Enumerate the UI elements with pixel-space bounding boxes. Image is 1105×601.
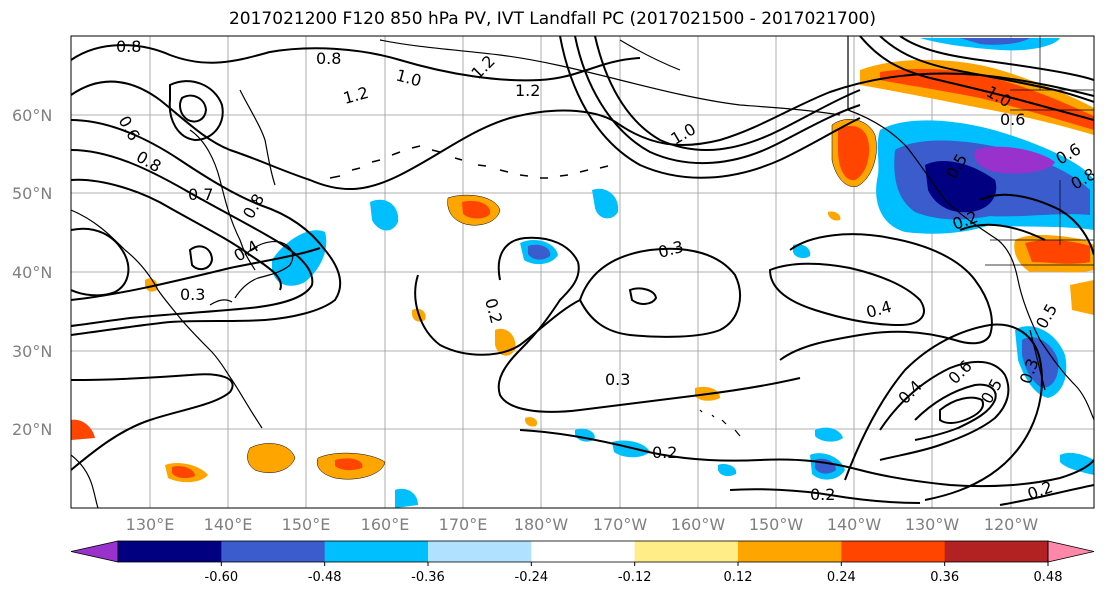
contour-label: 0.7 xyxy=(188,185,213,204)
colorbar-extend-min xyxy=(70,540,119,563)
lat-label-40n: 40°N xyxy=(12,263,52,282)
lon-label-140e: 140°E xyxy=(204,515,253,534)
colorbar-tick-label: 0.24 xyxy=(827,570,856,585)
colorbar-extend-max xyxy=(1047,540,1095,563)
lon-label-170e: 170°E xyxy=(439,515,488,534)
contour-label: 1.2 xyxy=(515,81,540,100)
colorbar-tick-label: -0.48 xyxy=(308,570,342,585)
pv-shading xyxy=(71,38,1094,508)
lon-label-120w: 120°W xyxy=(984,515,1039,534)
colorbar: -0.60 -0.48 -0.36 -0.24 -0.12 0.12 0.24 0.36 0.4… xyxy=(70,540,1095,585)
shading-outlines xyxy=(247,119,877,480)
colorbar-segment xyxy=(738,541,842,562)
lon-label-160e: 160°E xyxy=(361,515,410,534)
colorbar-tick-label: 0.48 xyxy=(1034,570,1063,585)
contour-label: 0.3 xyxy=(180,285,205,304)
gridlines xyxy=(71,36,1094,508)
map-title: 2017021200 F120 850 hPa PV, IVT Landfall… xyxy=(228,9,876,29)
lon-label-150w: 150°W xyxy=(749,515,804,534)
lon-label-180w: 180°W xyxy=(514,515,569,534)
latitude-labels: 60°N 50°N 40°N 30°N 20°N xyxy=(12,106,52,439)
colorbar-segment xyxy=(634,541,739,562)
colorbar-tick-label: 0.12 xyxy=(724,570,753,585)
lat-label-20n: 20°N xyxy=(12,420,52,439)
colorbar-border xyxy=(117,540,1049,563)
lon-label-150e: 150°E xyxy=(282,515,331,534)
contour-label: 0.8 xyxy=(116,37,141,56)
colorbar-tick-label: 0.36 xyxy=(930,570,959,585)
colorbar-segment xyxy=(944,541,1049,562)
contour-label: 0.3 xyxy=(605,370,630,389)
lon-label-140w: 140°W xyxy=(827,515,882,534)
colorbar-segment xyxy=(841,541,946,562)
colorbar-segment xyxy=(531,541,636,562)
lat-label-50n: 50°N xyxy=(12,184,52,203)
colorbar-tick-label: -0.60 xyxy=(205,570,239,585)
colorbar-segment xyxy=(324,541,429,562)
lon-label-170w: 170°W xyxy=(593,515,648,534)
map-frame xyxy=(70,35,1095,509)
lat-label-60n: 60°N xyxy=(12,106,52,125)
lon-label-130w: 130°W xyxy=(905,515,960,534)
pv-contours xyxy=(71,36,1094,506)
contour-label: 0.2 xyxy=(652,443,677,462)
lon-label-130e: 130°E xyxy=(126,515,175,534)
colorbar-tick-label: -0.12 xyxy=(618,570,652,585)
colorbar-tick-label: -0.24 xyxy=(515,570,549,585)
lat-label-30n: 30°N xyxy=(12,342,52,361)
contour-label: 0.6 xyxy=(1000,110,1025,129)
colorbar-segment xyxy=(428,541,532,562)
lon-label-160w: 160°W xyxy=(671,515,726,534)
contour-label: 0.2 xyxy=(810,485,835,504)
contour-label: 0.8 xyxy=(316,49,341,68)
colorbar-tick-label: -0.36 xyxy=(411,570,445,585)
longitude-labels: 130°E 140°E 150°E 160°E 170°E 180°W 170°… xyxy=(126,515,1039,534)
colorbar-segment xyxy=(221,541,326,562)
colorbar-segment xyxy=(118,541,222,562)
